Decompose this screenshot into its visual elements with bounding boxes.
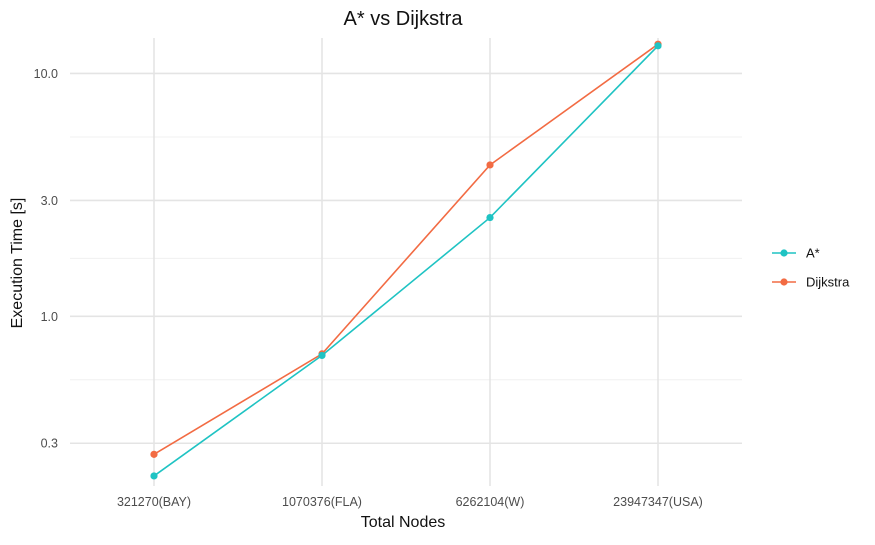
data-point-dijkstra	[486, 161, 494, 169]
chart-title: A* vs Dijkstra	[344, 8, 464, 30]
data-point-a	[486, 213, 494, 222]
major-gridlines	[70, 38, 742, 486]
legend-key-point-a	[780, 249, 788, 257]
y-axis-title: Execution Time [s]	[9, 198, 26, 329]
legend-label-a: A*	[806, 246, 820, 261]
legend-label-dijkstra: Dijkstra	[806, 275, 850, 290]
y-tick-label: 0.3	[41, 437, 58, 451]
y-axis-ticks: 0.3 1.0 3.0 10.0	[34, 67, 58, 451]
data-point-a	[654, 42, 662, 50]
data-point-a	[150, 472, 158, 480]
data-point-dijkstra	[150, 450, 158, 458]
y-tick-label: 3.0	[41, 194, 58, 208]
x-tick-label: 23947347(USA)	[613, 495, 703, 509]
x-tick-label: 6262104(W)	[456, 495, 525, 509]
x-tick-label: 321270(BAY)	[117, 495, 191, 509]
series-line-dijkstra	[153, 43, 659, 456]
data-point-a	[318, 351, 326, 360]
x-axis-title: Total Nodes	[361, 514, 446, 531]
x-tick-label: 1070376(FLA)	[282, 495, 362, 509]
series-layer	[150, 40, 662, 480]
y-tick-label: 1.0	[41, 310, 58, 324]
legend: A* Dijkstra	[772, 246, 850, 290]
legend-key-point-dijkstra	[780, 278, 788, 286]
x-axis-ticks: 321270(BAY) 1070376(FLA) 6262104(W) 2394734…	[117, 495, 703, 509]
y-tick-label: 10.0	[34, 67, 58, 81]
series-line-a	[153, 45, 659, 477]
